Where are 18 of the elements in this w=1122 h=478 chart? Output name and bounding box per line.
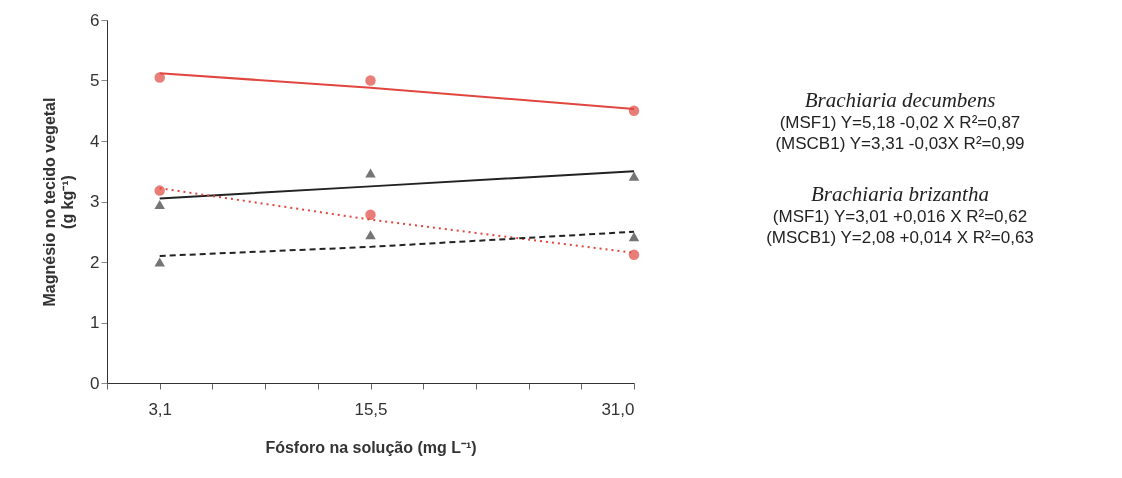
- y-tick-label: 5: [90, 71, 100, 90]
- x-axis-title: Fósforo na solução (mg L⁻¹): [265, 438, 477, 456]
- text: (MSF1) Y=5,18 -0,02 X R²=0,87: [778, 112, 1022, 133]
- y-axis-title: Magnésio no tecido vegetal (g kg⁻¹): [41, 97, 77, 307]
- text: Brachiaria decumbens: [803, 88, 997, 112]
- x-tick-label: 15,5: [354, 399, 388, 419]
- y-tick-label: 6: [90, 10, 100, 30]
- y-tick-label: 0: [90, 373, 100, 393]
- y-tick-label: 3: [90, 192, 100, 211]
- text: (MSF1) Y=3,01 +0,016 X R²=0,62: [771, 206, 1029, 227]
- text: (MSCB1) Y=3,31 -0,03X R²=0,99: [774, 133, 1026, 154]
- x-tick-label: 31,0: [601, 399, 635, 419]
- y-tick-label: 4: [90, 131, 100, 151]
- x-tick-label: 3,1: [148, 399, 173, 419]
- y-tick-label: 1: [90, 313, 100, 332]
- text: Brachiaria brizantha: [810, 182, 990, 206]
- text: (MSCB1) Y=2,08 +0,014 X R²=0,63: [765, 227, 1035, 248]
- y-tick-label: 2: [90, 252, 100, 272]
